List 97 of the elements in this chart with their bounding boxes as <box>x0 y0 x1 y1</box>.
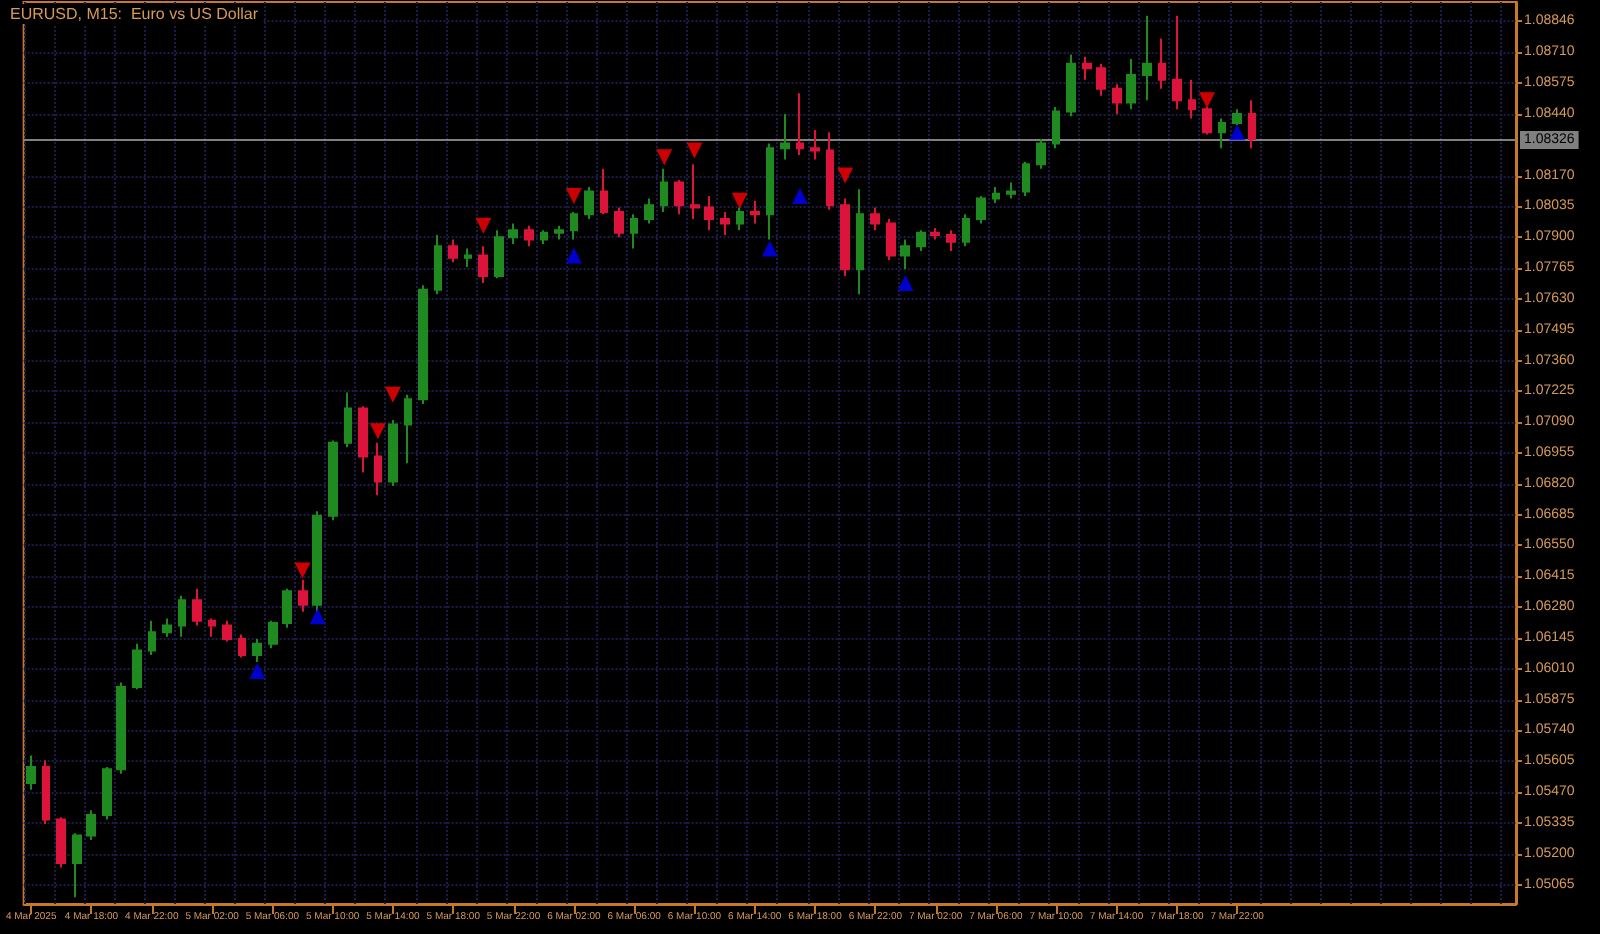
candlestick <box>102 765 112 821</box>
candlestick <box>86 809 96 842</box>
candlestick <box>900 238 910 271</box>
candlestick <box>1188 78 1196 120</box>
candlestick <box>252 638 262 663</box>
point <box>837 167 854 184</box>
candlestick <box>630 213 638 250</box>
candlestick <box>298 578 308 613</box>
candlestick <box>464 247 472 268</box>
candlestick <box>962 213 970 248</box>
candlestick <box>540 229 548 246</box>
candlestick <box>930 227 940 241</box>
candlestick <box>56 816 66 869</box>
candlestick <box>584 185 594 220</box>
point <box>761 240 778 257</box>
point <box>565 247 582 264</box>
candlestick <box>418 284 428 405</box>
candlestick <box>600 167 608 216</box>
candlestick <box>508 222 518 246</box>
candlestick <box>946 229 956 252</box>
candlestick <box>494 229 504 280</box>
point <box>384 386 401 403</box>
candlestick <box>1036 138 1046 170</box>
point <box>294 562 311 579</box>
point <box>686 142 703 159</box>
candlestick <box>826 131 834 211</box>
point <box>897 274 914 291</box>
point <box>309 608 326 625</box>
candlestick <box>344 391 352 449</box>
candlestick <box>1142 14 1152 102</box>
candlestick <box>434 233 442 296</box>
candlestick <box>870 206 880 232</box>
candlestick <box>750 199 760 225</box>
point <box>731 192 748 209</box>
candlestick <box>1172 14 1182 111</box>
candlestick <box>162 617 172 638</box>
point <box>565 188 582 205</box>
candlestick <box>916 229 926 252</box>
candlestick <box>1082 55 1092 81</box>
candlestick <box>660 167 668 214</box>
candlestick <box>208 617 216 638</box>
candlestick <box>1126 58 1136 111</box>
candlestick <box>704 195 714 232</box>
candlestick <box>674 179 684 216</box>
candlestick <box>1066 53 1076 118</box>
candlestick <box>976 195 986 225</box>
candlestick <box>1052 106 1060 150</box>
candlestick <box>810 128 820 161</box>
candlestick <box>404 393 412 465</box>
candlestick <box>1218 117 1226 150</box>
candlestick <box>268 619 278 650</box>
candlestick <box>524 224 534 248</box>
point <box>1229 124 1246 141</box>
candlestick <box>26 754 36 791</box>
candlestick <box>736 206 744 232</box>
candlestick <box>374 441 382 497</box>
candlestick <box>886 217 896 262</box>
point <box>249 663 266 680</box>
point <box>656 149 673 166</box>
candlestick <box>720 211 730 236</box>
point <box>1198 92 1215 109</box>
candlestick <box>116 681 126 775</box>
candlestick <box>1022 160 1030 198</box>
candlestick <box>192 587 202 627</box>
candlestick <box>766 142 774 241</box>
candlestick <box>840 197 850 278</box>
candlestick <box>554 224 564 241</box>
candlestick <box>1248 99 1256 150</box>
candlestick <box>222 619 232 643</box>
candlestick <box>448 238 458 264</box>
point <box>369 423 386 440</box>
candlestick <box>148 619 156 657</box>
candlestick <box>388 418 398 488</box>
candlestick <box>570 211 578 241</box>
chart-title: EURUSD, M15: Euro vs US Dollar <box>10 5 259 23</box>
candlestick <box>1112 83 1122 115</box>
candlestick <box>1158 37 1166 90</box>
point <box>791 188 808 205</box>
point <box>475 217 492 234</box>
candlestick <box>780 112 790 161</box>
candlestick <box>282 587 292 629</box>
candlestick <box>328 439 338 522</box>
candlestick <box>614 206 624 239</box>
candlestick <box>796 92 804 156</box>
candlestick <box>644 197 654 225</box>
candlestick <box>856 188 864 296</box>
candlestick <box>1006 181 1016 200</box>
candlestick <box>478 245 488 284</box>
candlestick <box>992 185 1000 204</box>
candlestick <box>238 633 246 659</box>
candlestick <box>1096 62 1106 97</box>
candlestick <box>178 594 186 638</box>
candlestick <box>690 163 700 220</box>
candlestick <box>42 759 50 826</box>
candlestick <box>72 832 82 899</box>
candlestick <box>358 405 368 474</box>
candlestick <box>132 642 142 691</box>
